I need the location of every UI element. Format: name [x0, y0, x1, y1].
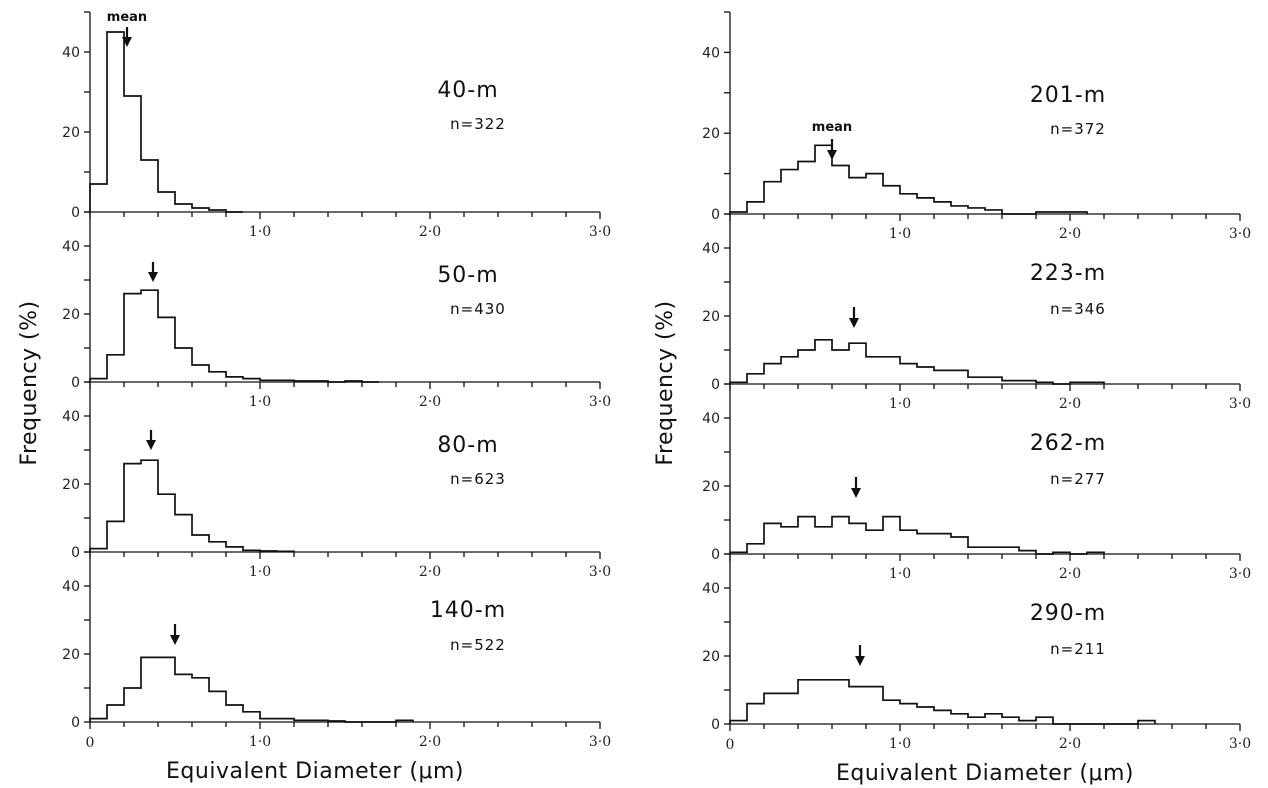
right-x-origin-label: 0 [726, 737, 735, 753]
histogram-bars [729, 144, 1088, 215]
mean-word-label: mean [107, 10, 147, 25]
panel-title: 290-m [1030, 601, 1106, 626]
panel-title: 40-m [437, 78, 498, 103]
panel-title: 50-m [437, 263, 498, 288]
mean-arrow-icon [122, 37, 132, 47]
x-tick-label: 2·0 [1059, 226, 1081, 242]
panel-title: 80-m [437, 433, 498, 458]
left-y-axis-label: Frequency (%) [17, 300, 42, 465]
y-tick-label: 40 [62, 45, 80, 61]
y-tick-label: 20 [62, 125, 80, 141]
panel-sample-size: n=211 [1050, 640, 1106, 658]
x-tick-label: 2·0 [419, 224, 441, 240]
y-tick-label: 0 [711, 717, 720, 733]
x-tick-label: 2·0 [419, 394, 441, 410]
histogram-panel: 0 20 40 1·0 2·0 3·0 223-m n=346 [702, 213, 1251, 412]
panel-sample-size: n=623 [450, 470, 506, 488]
x-tick-label: 3·0 [589, 734, 611, 750]
right-x-axis-label: Equivalent Diameter (μm) [836, 761, 1134, 786]
histogram-panel: 0 20 40 1·0 2·0 3·0 40-m n=322 [62, 11, 611, 240]
histogram-bars [729, 515, 1105, 555]
x-tick-label: 2·0 [1059, 396, 1081, 412]
mean-arrow-icon [146, 440, 156, 450]
x-tick-label: 3·0 [589, 564, 611, 580]
x-tick-label: 1·0 [889, 226, 911, 242]
y-tick-label: 20 [62, 647, 80, 663]
histogram-bars [89, 656, 414, 723]
y-tick-label: 40 [62, 579, 80, 595]
y-tick-label: 40 [62, 409, 80, 425]
x-tick-label: 2·0 [419, 734, 441, 750]
panel-sample-size: n=430 [450, 300, 506, 318]
panel-sample-size: n=372 [1050, 120, 1106, 138]
x-tick-label: 2·0 [1059, 736, 1081, 752]
y-tick-label: 40 [62, 239, 80, 255]
panel-sample-size: n=522 [450, 636, 506, 654]
x-tick-label: 3·0 [1229, 566, 1251, 582]
mean-arrow-icon [849, 318, 859, 328]
x-tick-label: 1·0 [249, 224, 271, 240]
histogram-panel: 0 20 40 1·0 2·0 3·0 50-m n=430 [62, 211, 611, 410]
histogram-bars [729, 338, 1105, 385]
x-tick-label: 3·0 [589, 394, 611, 410]
panel-title: 223-m [1030, 261, 1106, 286]
histogram-panel: 0 20 40 1·0 2·0 3·0 80-m n=623 [62, 381, 611, 580]
histogram-panel: 0 20 40 1·0 2·0 3·0 262-m n=277 [702, 383, 1251, 582]
y-tick-label: 20 [702, 126, 720, 142]
x-tick-label: 3·0 [1229, 736, 1251, 752]
x-tick-label: 3·0 [1229, 396, 1251, 412]
mean-arrow-icon [855, 656, 865, 666]
mean-arrow-icon [170, 635, 180, 645]
panel-title: 201-m [1030, 83, 1106, 108]
y-tick-label: 20 [62, 477, 80, 493]
panel-title: 262-m [1030, 431, 1106, 456]
y-tick-label: 20 [62, 307, 80, 323]
histogram-bars [89, 31, 243, 213]
y-tick-label: 20 [702, 649, 720, 665]
x-tick-label: 1·0 [249, 734, 271, 750]
histogram-bars [89, 459, 295, 553]
histogram-panels: 0 20 40 1·0 2·0 3·0 40-m n=322 0 20 40 1·0 2·0 3·0 50-… [62, 11, 1251, 752]
y-tick-label: 0 [71, 205, 80, 221]
mean-arrow-icon [148, 272, 158, 282]
x-tick-label: 2·0 [419, 564, 441, 580]
y-tick-label: 0 [711, 207, 720, 223]
y-tick-label: 40 [702, 45, 720, 61]
histogram-panel: 0 20 40 1·0 2·0 3·0 290-m n=211 [702, 553, 1251, 752]
y-tick-label: 20 [702, 479, 720, 495]
x-tick-label: 2·0 [1059, 566, 1081, 582]
y-tick-label: 0 [711, 377, 720, 393]
mean-arrow-icon [851, 488, 861, 498]
x-tick-label: 3·0 [1229, 226, 1251, 242]
left-x-axis-label: Equivalent Diameter (μm) [166, 759, 464, 784]
y-tick-label: 0 [71, 375, 80, 391]
left-x-origin-label: 0 [86, 735, 95, 751]
x-tick-label: 1·0 [889, 396, 911, 412]
y-tick-label: 20 [702, 309, 720, 325]
panel-sample-size: n=277 [1050, 470, 1106, 488]
panel-sample-size: n=322 [450, 115, 506, 133]
x-tick-label: 1·0 [889, 566, 911, 582]
y-tick-label: 0 [71, 545, 80, 561]
x-tick-label: 1·0 [249, 564, 271, 580]
mean-word-label-201m: mean [812, 120, 852, 135]
histogram-bars [89, 289, 379, 383]
y-tick-label: 40 [702, 241, 720, 257]
x-tick-label: 1·0 [249, 394, 271, 410]
histogram-panel: 0 20 40 1·0 2·0 3·0 140-m n=522 [62, 551, 611, 750]
y-tick-label: 0 [711, 547, 720, 563]
right-y-axis-label: Frequency (%) [653, 300, 678, 465]
x-tick-label: 1·0 [889, 736, 911, 752]
x-tick-label: 3·0 [589, 224, 611, 240]
y-tick-label: 0 [71, 715, 80, 731]
panel-title: 140-m [430, 598, 506, 623]
panel-sample-size: n=346 [1050, 300, 1106, 318]
histogram-bars [729, 678, 1156, 725]
y-tick-label: 40 [702, 581, 720, 597]
y-tick-label: 40 [702, 411, 720, 427]
mean-arrow-icon [827, 150, 837, 160]
histogram-panel: 0 20 40 1·0 2·0 3·0 201-m n=372 [702, 11, 1251, 242]
